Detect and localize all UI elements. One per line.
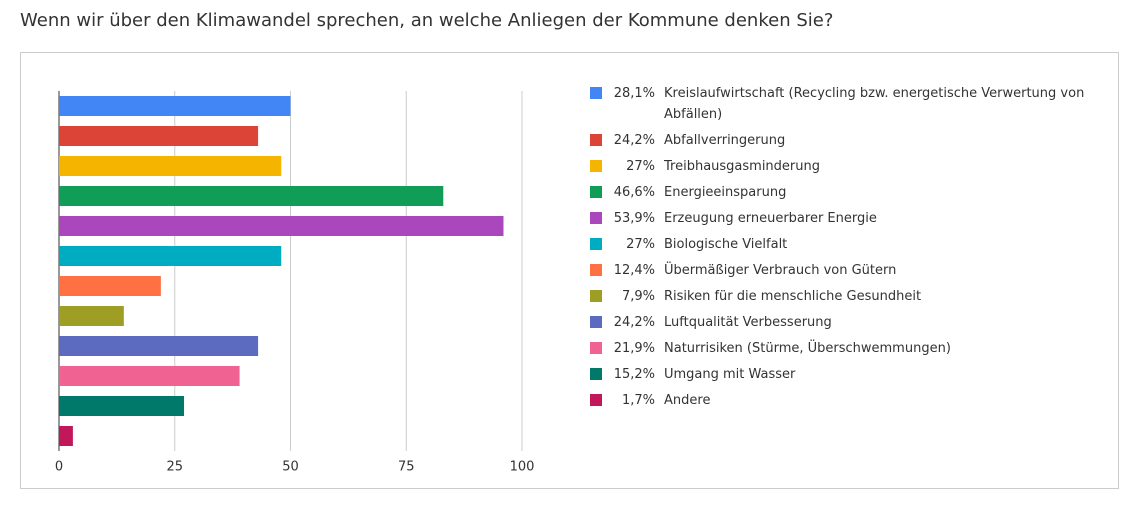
legend-swatch — [590, 290, 602, 302]
x-tick-label: 50 — [282, 460, 299, 475]
legend-percent: 28,1% — [613, 86, 655, 101]
legend-percent: 46,6% — [613, 185, 655, 200]
legend-percent: 53,9% — [613, 211, 655, 226]
bar — [59, 246, 282, 266]
legend-percent: 27% — [626, 159, 655, 174]
legend-entry: 12,4% Übermäßiger Verbrauch von Gütern — [590, 260, 1110, 281]
legend-swatch — [590, 368, 602, 380]
legend-percent: 24,2% — [613, 315, 655, 330]
bar — [59, 396, 185, 416]
legend-label: Übermäßiger Verbrauch von Gütern — [664, 263, 897, 278]
legend-percent: 24,2% — [613, 133, 655, 148]
bar — [59, 216, 504, 236]
legend-swatch — [590, 212, 602, 224]
legend-label: Andere — [664, 393, 711, 408]
bar — [59, 96, 291, 116]
bar — [59, 366, 240, 386]
legend-label: Umgang mit Wasser — [664, 367, 796, 382]
bar — [59, 336, 259, 356]
legend-swatch — [590, 186, 602, 198]
legend-swatch — [590, 238, 602, 250]
legend-label: Energieeinsparung — [664, 185, 787, 200]
legend-swatch — [590, 134, 602, 146]
legend-label: Biologische Vielfalt — [664, 237, 788, 252]
legend-label: Abfallverringerung — [664, 133, 786, 148]
legend-entry: 1,7% Andere — [590, 390, 1110, 411]
bar — [59, 126, 259, 146]
legend-entry: 21,9% Naturrisiken (Stürme, Überschwemmun… — [590, 338, 1110, 359]
x-tick-label: 100 — [510, 460, 535, 475]
legend-entry: 7,9% Risiken für die menschliche Gesundhe… — [590, 286, 1110, 307]
legend-entry: 27% Biologische Vielfalt — [590, 234, 1110, 255]
legend-label: Naturrisiken (Stürme, Überschwemmungen) — [664, 341, 951, 356]
legend-swatch — [590, 394, 602, 406]
legend-entry: 28,1% Kreislaufwirtschaft (Recycling bzw.… — [590, 83, 1110, 125]
legend-entry: 27% Treibhausgasminderung — [590, 156, 1110, 177]
legend-percent: 12,4% — [613, 263, 655, 278]
legend-swatch — [590, 316, 602, 328]
legend-label: Kreislaufwirtschaft (Recycling bzw. ener… — [664, 86, 1085, 122]
legend-percent: 27% — [626, 237, 655, 252]
legend-label: Treibhausgasminderung — [664, 159, 820, 174]
legend-entry: 24,2% Luftqualität Verbesserung — [590, 312, 1110, 333]
legend-percent: 21,9% — [613, 341, 655, 356]
legend-percent: 7,9% — [621, 289, 655, 304]
legend-swatch — [590, 264, 602, 276]
chart-frame — [20, 52, 1119, 489]
x-tick-label: 0 — [55, 460, 63, 475]
x-tick-label: 25 — [166, 460, 183, 475]
bar — [59, 426, 73, 446]
bar — [59, 186, 444, 206]
legend: 28,1% Kreislaufwirtschaft (Recycling bzw.… — [590, 83, 1110, 416]
legend-swatch — [590, 160, 602, 172]
bar — [59, 306, 124, 326]
legend-percent: 15,2% — [613, 367, 655, 382]
legend-entry: 15,2% Umgang mit Wasser — [590, 364, 1110, 385]
legend-swatch — [590, 87, 602, 99]
chart-title: Wenn wir über den Klimawandel sprechen, … — [20, 10, 834, 31]
legend-percent: 1,7% — [621, 393, 655, 408]
bar — [59, 156, 282, 176]
x-tick-label: 75 — [398, 460, 415, 475]
legend-label: Erzeugung erneuerbarer Energie — [664, 211, 877, 226]
legend-label: Luftqualität Verbesserung — [664, 315, 832, 330]
legend-swatch — [590, 342, 602, 354]
legend-entry: 46,6% Energieeinsparung — [590, 182, 1110, 203]
legend-entry: 53,9% Erzeugung erneuerbarer Energie — [590, 208, 1110, 229]
bar — [59, 276, 161, 296]
legend-label: Risiken für die menschliche Gesundheit — [664, 289, 922, 304]
legend-entry: 24,2% Abfallverringerung — [590, 130, 1110, 151]
